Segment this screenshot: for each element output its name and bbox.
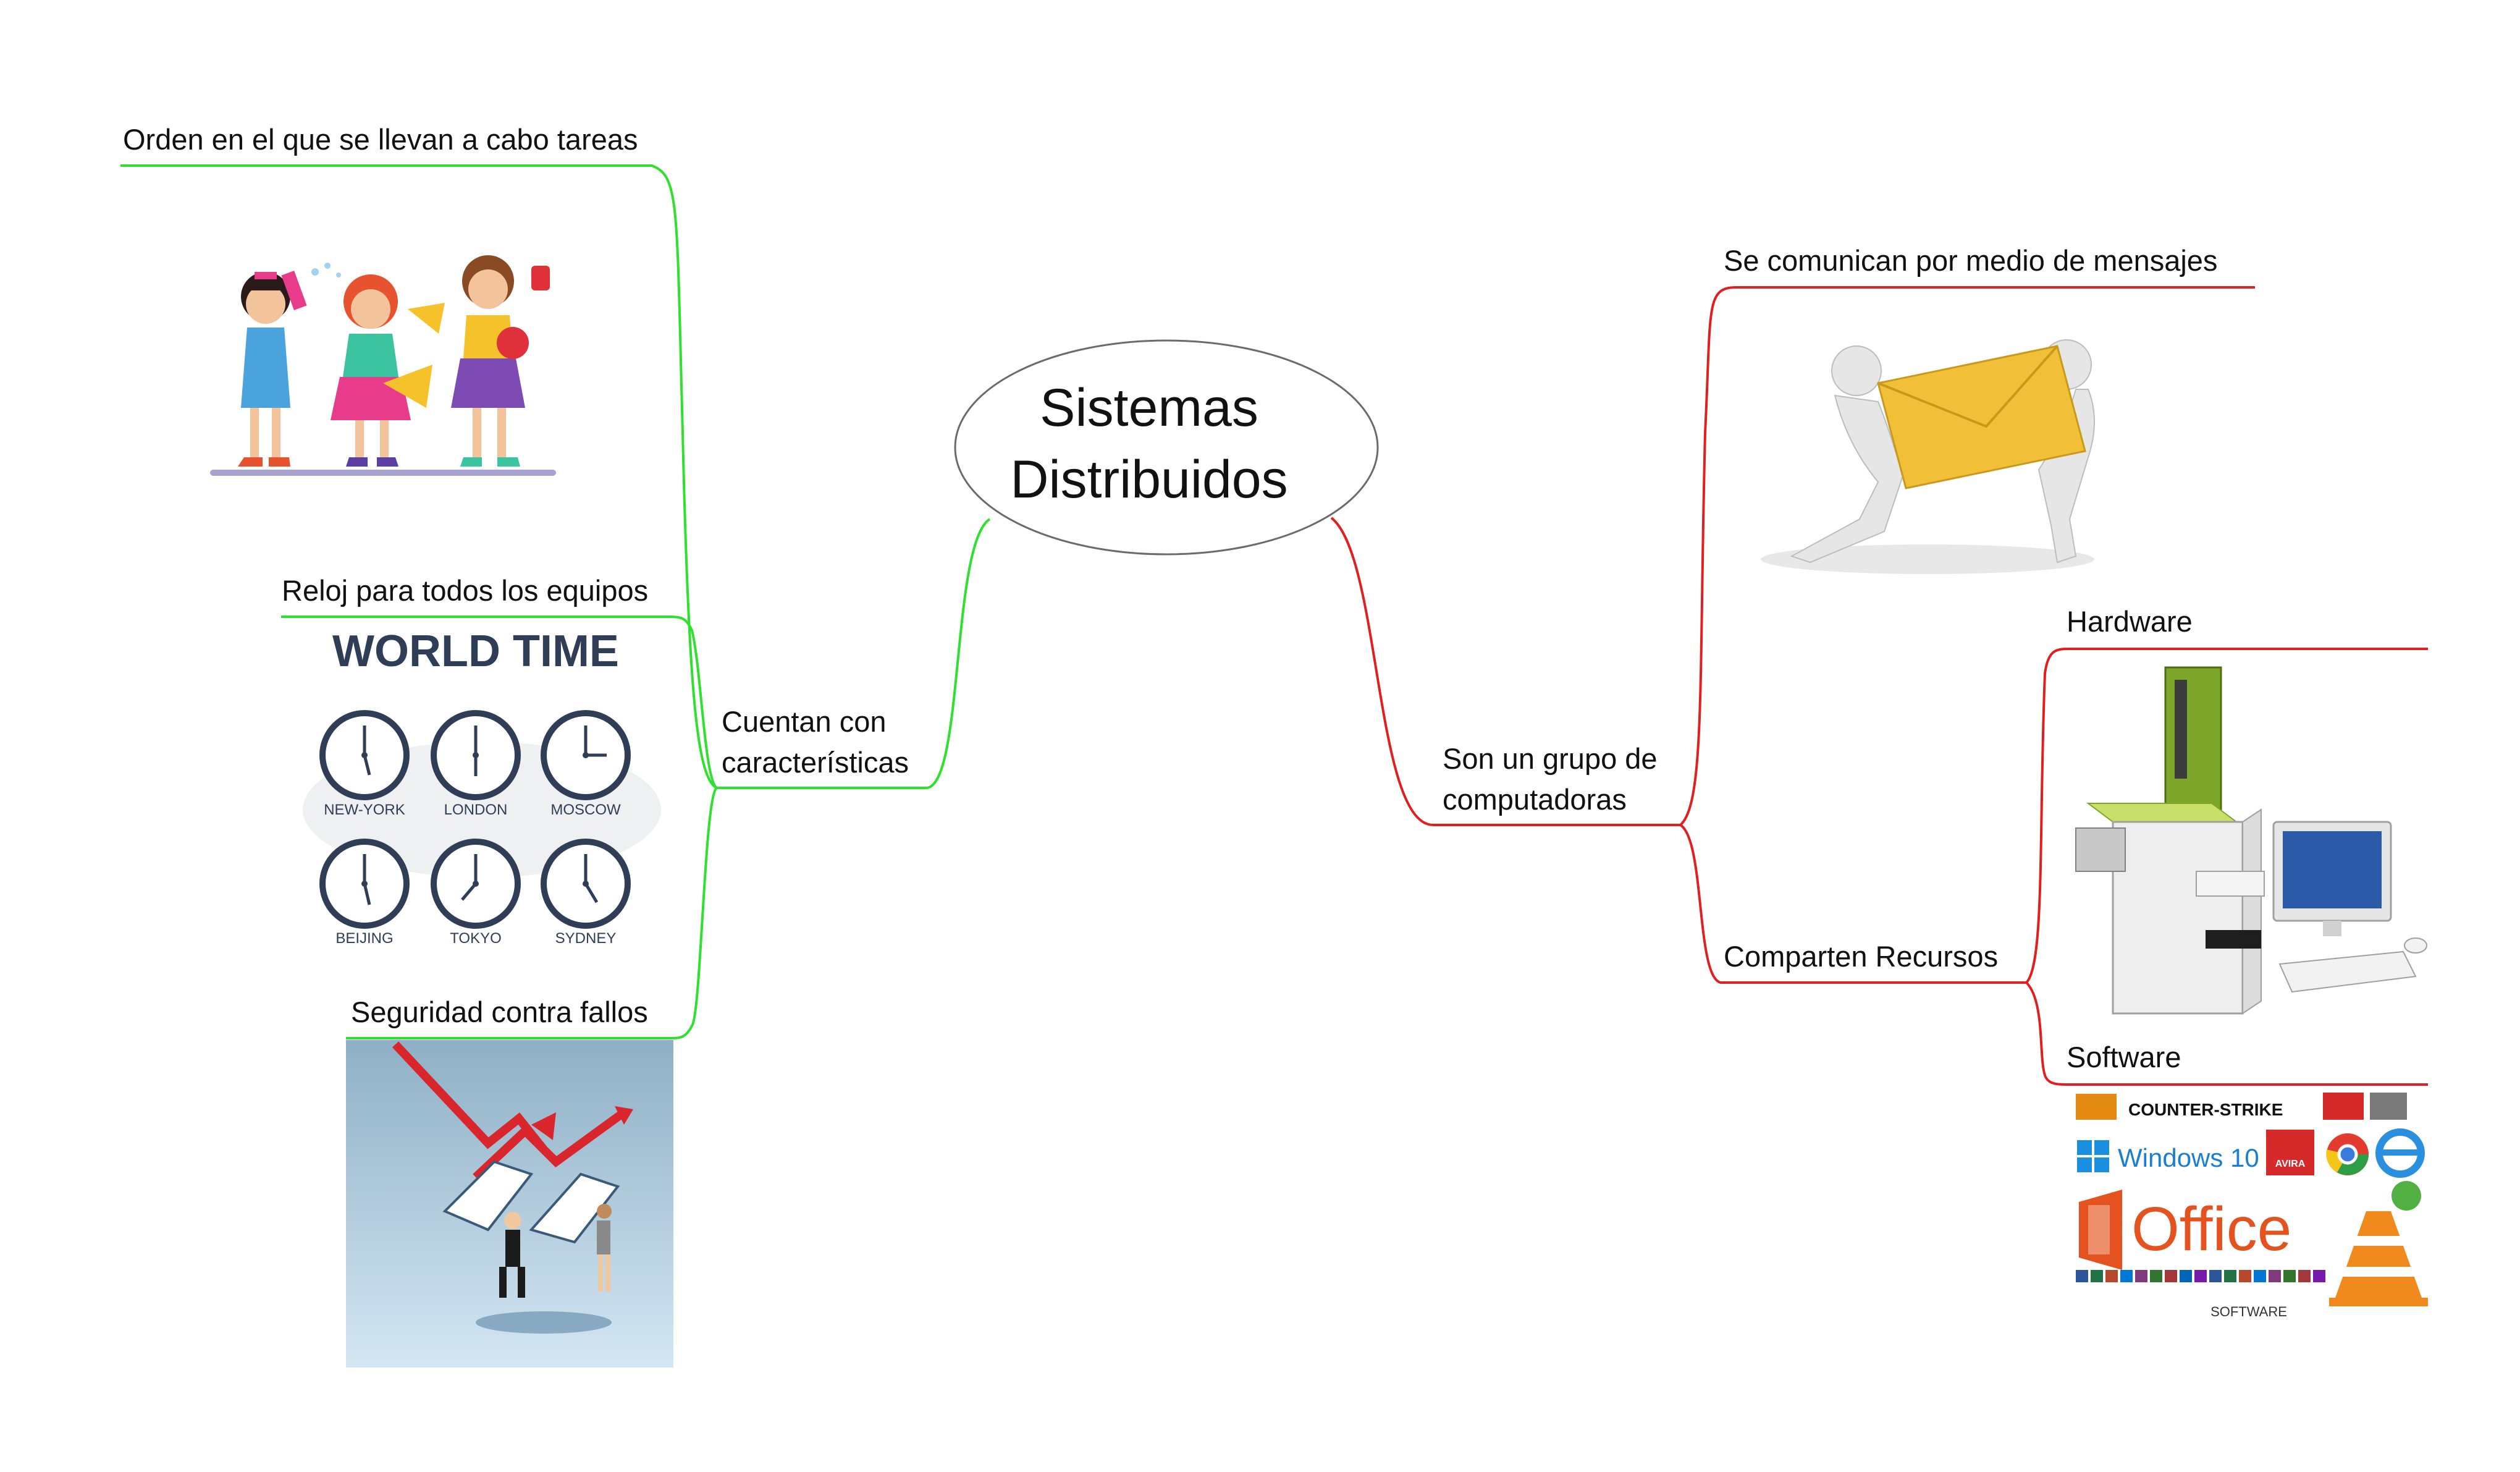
- world-time-image: WORLD TIME NEW-YORK LONDON MOSCOW BEIJIN…: [303, 627, 661, 947]
- cleaning-girls-image: [210, 255, 556, 476]
- city-label: LONDON: [444, 802, 508, 818]
- right-branch-line1: Son un grupo de: [1443, 742, 1658, 775]
- city-label: MOSCOW: [550, 802, 621, 818]
- security-image: [346, 1040, 673, 1368]
- right-branch-line2: computadoras: [1443, 782, 1627, 816]
- root-to-left-branch-connector: [717, 518, 991, 789]
- root-node-label: Sistemas Distribuidos: [951, 372, 1347, 515]
- office-apps-strip: [2076, 1270, 2325, 1282]
- left-branch-node-label[interactable]: Cuentan con características: [722, 701, 909, 783]
- software-node-label[interactable]: Software: [2067, 1041, 2181, 1073]
- envelope-image: [1761, 339, 2095, 574]
- city-label: NEW-YORK: [324, 802, 405, 818]
- clock-faces: [319, 710, 631, 929]
- messages-node-label[interactable]: Se comunican por medio de mensajes: [1724, 244, 2218, 277]
- left-branch-line2: características: [722, 745, 909, 779]
- vlc-cone-icon: [2329, 1211, 2428, 1306]
- world-time-title: WORLD TIME: [332, 627, 619, 676]
- windows-logo-text: Windows 10: [2118, 1143, 2259, 1172]
- messages-connector: [1679, 286, 2255, 826]
- security-node-label[interactable]: Seguridad contra fallos: [351, 996, 648, 1028]
- left-branch-line1: Cuentan con: [722, 705, 887, 738]
- root-label-line1: Sistemas: [1040, 378, 1258, 438]
- root-to-right-branch-connector: [1330, 517, 1680, 826]
- software-caption: SOFTWARE: [2210, 1304, 2287, 1319]
- software-connector: [2025, 981, 2428, 1086]
- clock-connector: [281, 615, 718, 789]
- order-connector: [120, 164, 718, 789]
- resources-connector: [1679, 824, 2026, 984]
- resources-node-label[interactable]: Comparten Recursos: [1724, 940, 1999, 973]
- hardware-node-label[interactable]: Hardware: [2067, 605, 2193, 638]
- right-branch-node-label[interactable]: Son un grupo de computadoras: [1443, 738, 1658, 820]
- city-label: SYDNEY: [555, 930, 617, 947]
- root-label-line2: Distribuidos: [1010, 450, 1288, 510]
- counter-strike-logo-text: COUNTER-STRIKE: [2128, 1100, 2283, 1119]
- office-logo-icon: [2079, 1190, 2122, 1270]
- left-connectors: [120, 164, 991, 1039]
- windows-logo-icon: [2077, 1140, 2109, 1172]
- right-connectors: [1330, 286, 2428, 1086]
- order-node-label[interactable]: Orden en el que se llevan a cabo tareas: [123, 123, 638, 156]
- hardware-image: [2075, 666, 2427, 1015]
- clock-node-label[interactable]: Reloj para todos los equipos: [282, 574, 649, 607]
- city-label: BEIJING: [335, 930, 393, 947]
- city-label: TOKYO: [450, 930, 502, 947]
- hardware-connector: [2025, 648, 2428, 984]
- avira-logo-text: AVIRA: [2275, 1159, 2306, 1169]
- security-connector: [346, 787, 718, 1039]
- root-node[interactable]: [954, 339, 1379, 556]
- office-logo-text: Office: [2131, 1195, 2291, 1264]
- software-image: COUNTER-STRIKE Windows 10 AVIRA Office: [2076, 1093, 2428, 1319]
